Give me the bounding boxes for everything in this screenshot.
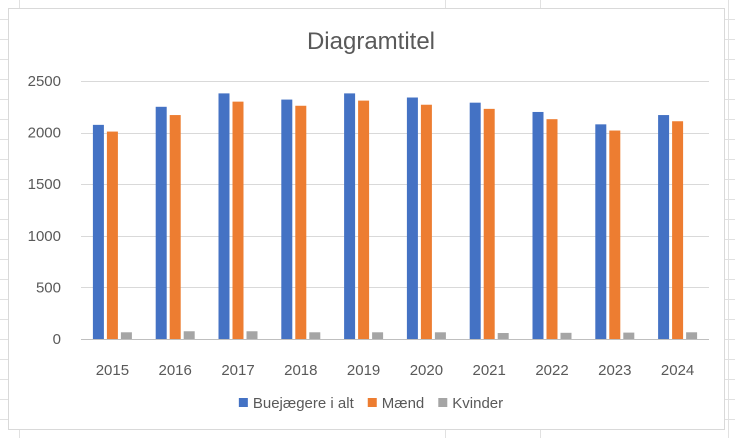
y-tick-label: 2500 — [28, 73, 61, 90]
bar — [281, 99, 293, 340]
x-axis-ticks: 2015 2016 2017 2018 2019 2020 2021 2022 2023 2024 — [96, 362, 695, 379]
bar — [372, 332, 384, 339]
bar — [344, 93, 356, 339]
bar — [92, 124, 104, 339]
bar — [309, 332, 321, 339]
bar — [469, 102, 481, 339]
y-tick-label: 1500 — [28, 176, 61, 193]
bar — [169, 115, 181, 339]
bar — [609, 130, 621, 339]
legend-swatch — [238, 398, 248, 407]
y-axis-ticks: 0 500 1000 1500 2000 2500 — [28, 73, 61, 348]
bar — [623, 332, 635, 339]
x-tick-label: 2022 — [535, 362, 568, 379]
bar — [183, 331, 195, 339]
bar — [686, 332, 698, 339]
bars — [92, 93, 698, 340]
x-tick-label: 2018 — [284, 362, 317, 379]
bar — [106, 131, 118, 339]
chart-title: Diagramtitel — [307, 28, 435, 55]
legend-swatch — [367, 398, 377, 407]
bar — [560, 332, 572, 339]
legend-label: Mænd — [382, 395, 425, 412]
bar — [546, 119, 558, 340]
bar — [246, 331, 258, 339]
bar — [358, 100, 370, 339]
x-tick-label: 2020 — [410, 362, 443, 379]
bar — [672, 121, 684, 339]
bar — [120, 332, 132, 339]
bar — [232, 101, 244, 339]
bar — [295, 105, 307, 339]
chart-area[interactable]: Diagramtitel 0 500 1000 1500 2000 2500 2015 20… — [8, 8, 725, 430]
bar — [434, 332, 446, 339]
legend-label: Buejægere i alt — [253, 395, 355, 412]
y-tick-label: 1000 — [28, 228, 61, 245]
x-tick-label: 2016 — [159, 362, 192, 379]
y-tick-label: 0 — [53, 331, 61, 348]
bar — [658, 115, 670, 339]
x-tick-label: 2023 — [598, 362, 631, 379]
bar — [532, 111, 544, 340]
bar — [595, 124, 607, 340]
x-tick-label: 2017 — [221, 362, 254, 379]
y-tick-label: 2000 — [28, 125, 61, 142]
bar — [218, 93, 230, 339]
y-tick-label: 500 — [36, 279, 61, 296]
x-tick-label: 2024 — [661, 362, 694, 379]
x-tick-label: 2019 — [347, 362, 380, 379]
x-tick-label: 2021 — [473, 362, 506, 379]
bar — [406, 97, 418, 340]
bar — [420, 104, 432, 340]
bar — [483, 108, 495, 339]
legend: Buejægere i alt Mænd Kvinder — [238, 395, 503, 412]
bar — [497, 333, 509, 339]
legend-swatch — [438, 398, 448, 407]
legend-label: Kvinder — [452, 395, 503, 412]
x-tick-label: 2015 — [96, 362, 129, 379]
bar — [155, 106, 167, 339]
